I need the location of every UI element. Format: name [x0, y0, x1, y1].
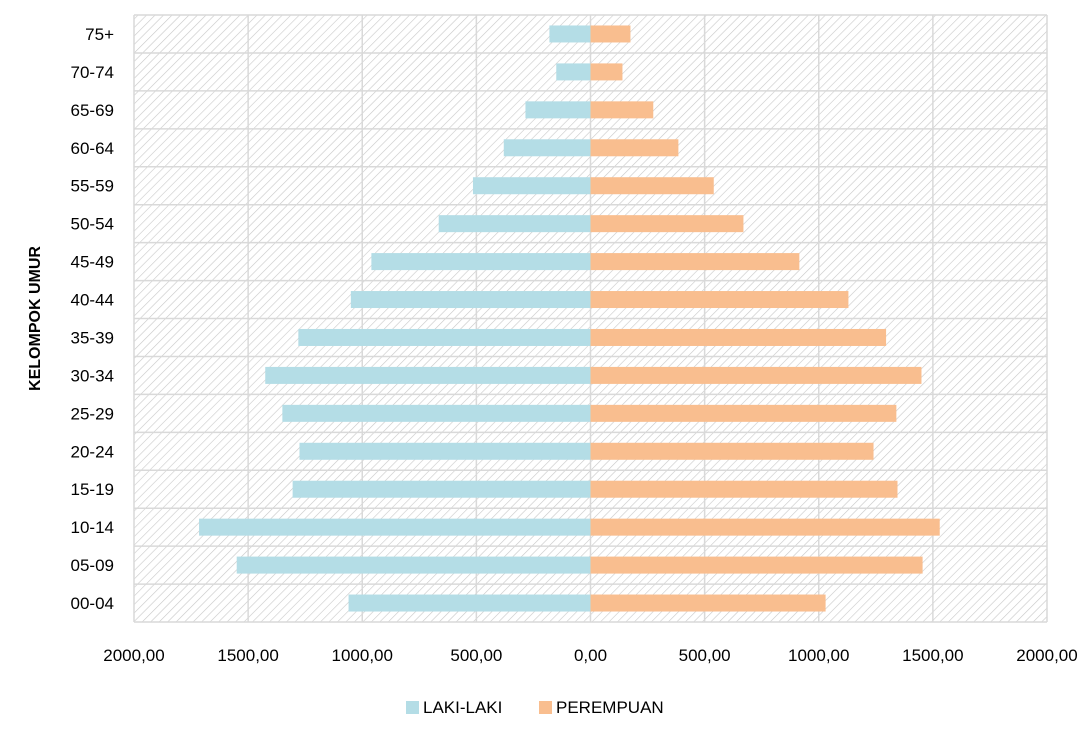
y-axis-label: KELOMPOK UMUR — [27, 246, 44, 391]
y-tick-labels: 00-04 05-09 10-14 15-19 20-24 25-29 30-34 35-39… — [71, 25, 115, 613]
bar-perempuan-35-39 — [590, 328, 887, 346]
y-tick-label: 60-64 — [71, 139, 114, 158]
bar-laki-laki-45-49 — [371, 253, 591, 271]
y-tick-label: 10-14 — [71, 518, 114, 537]
y-tick-label: 75+ — [85, 25, 114, 44]
bar-perempuan-25-29 — [590, 404, 897, 422]
bar-perempuan-45-49 — [590, 253, 800, 271]
x-tick-label: 1500,00 — [902, 646, 963, 665]
x-tick-label: 2000,00 — [1016, 646, 1077, 665]
bar-perempuan-65-69 — [590, 101, 654, 119]
bar-laki-laki-30-34 — [265, 366, 591, 384]
bar-laki-laki-75+ — [549, 25, 591, 43]
y-tick-label: 40-44 — [71, 291, 114, 310]
bar-laki-laki-20-24 — [299, 442, 591, 460]
y-tick-label: 35-39 — [71, 328, 114, 347]
x-tick-label: 0,00 — [574, 646, 607, 665]
legend-swatch — [406, 701, 419, 714]
bar-perempuan-60-64 — [590, 139, 679, 157]
x-tick-labels: 2000,00 1500,00 1000,00 500,00 0,00 500,00 100… — [103, 646, 1077, 665]
legend: LAKI-LAKI PEREMPUAN — [406, 698, 664, 717]
y-tick-label: 45-49 — [71, 253, 114, 272]
bar-perempuan-15-19 — [590, 480, 898, 498]
x-tick-label: 500,00 — [679, 646, 731, 665]
bar-perempuan-10-14 — [590, 518, 940, 536]
bar-laki-laki-55-59 — [472, 177, 591, 195]
bar-laki-laki-65-69 — [525, 101, 591, 119]
x-tick-label: 1000,00 — [332, 646, 393, 665]
bar-perempuan-55-59 — [590, 177, 714, 195]
y-tick-label: 30-34 — [71, 366, 114, 385]
bar-laki-laki-15-19 — [292, 480, 591, 498]
bar-perempuan-30-34 — [590, 366, 922, 384]
x-tick-label: 500,00 — [450, 646, 502, 665]
bar-perempuan-40-44 — [590, 291, 849, 309]
bar-perempuan-20-24 — [590, 442, 874, 460]
legend-swatch — [539, 701, 552, 714]
bar-laki-laki-10-14 — [199, 518, 591, 536]
bar-laki-laki-35-39 — [298, 328, 591, 346]
x-tick-label: 1500,00 — [217, 646, 278, 665]
x-tick-label: 1000,00 — [788, 646, 849, 665]
bar-perempuan-00-04 — [590, 594, 826, 612]
y-tick-label: 20-24 — [71, 442, 114, 461]
bar-laki-laki-00-04 — [348, 594, 591, 612]
bar-laki-laki-40-44 — [350, 291, 591, 309]
bar-laki-laki-05-09 — [236, 556, 591, 574]
bar-laki-laki-50-54 — [438, 215, 591, 233]
y-tick-label: 55-59 — [71, 177, 114, 196]
bar-laki-laki-70-74 — [556, 63, 591, 81]
y-tick-label: 00-04 — [71, 594, 114, 613]
y-tick-label: 50-54 — [71, 215, 114, 234]
x-tick-label: 2000,00 — [103, 646, 164, 665]
y-tick-label: 70-74 — [71, 63, 114, 82]
bar-perempuan-75+ — [590, 25, 631, 43]
legend-label: LAKI-LAKI — [423, 698, 502, 717]
y-tick-label: 05-09 — [71, 556, 114, 575]
bar-perempuan-50-54 — [590, 215, 744, 233]
y-tick-label: 25-29 — [71, 404, 114, 423]
y-tick-label: 15-19 — [71, 480, 114, 499]
y-tick-label: 65-69 — [71, 101, 114, 120]
bars-group — [199, 25, 940, 612]
legend-label: PEREMPUAN — [556, 698, 664, 717]
bar-perempuan-05-09 — [590, 556, 923, 574]
bar-laki-laki-25-29 — [282, 404, 591, 422]
bar-laki-laki-60-64 — [503, 139, 591, 157]
bar-perempuan-70-74 — [590, 63, 623, 81]
